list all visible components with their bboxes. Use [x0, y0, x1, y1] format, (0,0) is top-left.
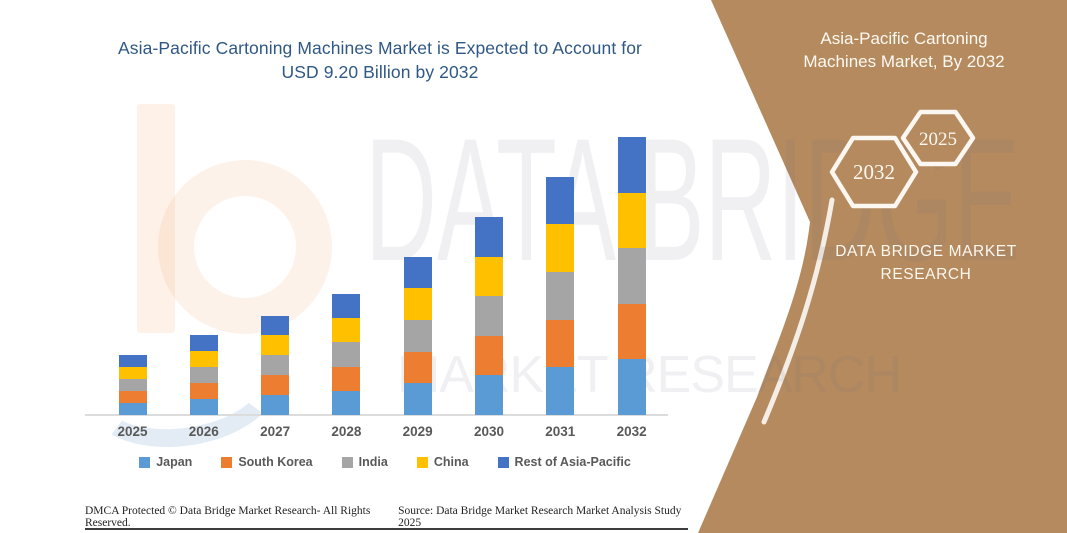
footer: DMCA Protected © Data Bridge Market Rese…: [85, 505, 688, 529]
bar-segment-japan-2027: [261, 395, 290, 415]
bar-segment-rest-of-asia-pacific-2025: [118, 354, 147, 367]
bar-segment-south-korea-2025: [118, 390, 147, 403]
bar-segment-japan-2032: [617, 359, 646, 415]
page-title-line1: Asia-Pacific Cartoning Machines Market i…: [118, 38, 642, 58]
legend-item-china: China: [416, 455, 469, 469]
legend-item-india: India: [341, 455, 388, 469]
bar-2025: [118, 354, 147, 415]
bar-segment-india-2032: [617, 248, 646, 304]
bar-segment-rest-of-asia-pacific-2026: [189, 335, 218, 351]
brand-text-line2: RESEARCH: [880, 266, 972, 284]
brand-text: DATA BRIDGE MARKET RESEARCH: [790, 240, 1062, 287]
side-panel-title: Asia-Pacific Cartoning Machines Market, …: [778, 28, 1030, 74]
bar-2027: [261, 315, 290, 415]
bar-segment-india-2027: [261, 355, 290, 376]
bar-segment-china-2030: [475, 256, 503, 297]
bar-segment-south-korea-2027: [261, 375, 290, 396]
legend-label: China: [433, 455, 469, 469]
footer-divider: [85, 528, 688, 530]
bar-segment-china-2029: [403, 288, 432, 320]
bar-2032: [617, 137, 646, 415]
x-axis-label-2025: 2025: [117, 424, 148, 439]
bar-segment-south-korea-2031: [546, 319, 575, 368]
legend-label: Japan: [156, 455, 193, 469]
legend-item-south-korea: South Korea: [221, 455, 313, 469]
legend-swatch: [416, 456, 428, 468]
bar-segment-india-2030: [475, 296, 503, 336]
x-axis-label-2030: 2030: [473, 424, 505, 439]
bar-segment-china-2027: [261, 335, 290, 356]
legend: Japan South Korea India China Rest of Asia-P…: [55, 455, 715, 469]
bar-2031: [546, 176, 575, 415]
bar-segment-india-2025: [118, 378, 147, 391]
side-panel-curve-line: [761, 197, 835, 425]
bar-segment-rest-of-asia-pacific-2032: [617, 137, 646, 193]
bar-segment-rest-of-asia-pacific-2031: [546, 176, 575, 225]
bar-segment-south-korea-2032: [617, 303, 646, 360]
bar-segment-japan-2029: [403, 383, 432, 415]
bar-segment-rest-of-asia-pacific-2027: [261, 315, 290, 336]
bar-segment-rest-of-asia-pacific-2030: [475, 217, 503, 257]
legend-swatch: [139, 456, 151, 468]
legend-label: South Korea: [238, 455, 313, 469]
legend-label: India: [358, 455, 388, 469]
x-axis-label-2032: 2032: [616, 424, 647, 439]
bar-segment-japan-2028: [332, 390, 361, 415]
x-axis-label-2026: 2026: [188, 424, 219, 439]
bar-2028: [332, 294, 361, 415]
x-axis-line: [85, 414, 668, 416]
bar-2026: [189, 335, 218, 415]
bar-segment-china-2031: [546, 224, 575, 272]
legend-label: Rest of Asia-Pacific: [514, 455, 631, 469]
footer-copyright-text: DMCA Protected © Data Bridge Market Rese…: [85, 505, 371, 529]
legend-item-japan: Japan: [139, 455, 192, 469]
bar-segment-china-2028: [332, 318, 361, 343]
bar-segment-china-2032: [617, 192, 646, 249]
bar-segment-india-2031: [546, 271, 575, 320]
bar-segment-china-2025: [118, 366, 147, 379]
legend-swatch: [341, 456, 353, 468]
bar-segment-rest-of-asia-pacific-2028: [332, 294, 361, 319]
bar-segment-south-korea-2029: [403, 351, 432, 384]
bar-segment-india-2028: [332, 342, 361, 367]
x-axis-label-2028: 2028: [331, 424, 362, 439]
bar-segment-japan-2026: [189, 399, 218, 415]
bar-segment-south-korea-2030: [475, 335, 503, 376]
bar-segment-japan-2031: [546, 367, 575, 415]
footer-source-text: Source: Data Bridge Market Research Mark…: [398, 505, 682, 529]
bar-segment-south-korea-2028: [332, 366, 361, 391]
bar-segment-china-2026: [189, 351, 218, 367]
bar-segment-india-2029: [403, 319, 432, 352]
brand-text-line1: DATA BRIDGE MARKET: [835, 243, 1017, 260]
bar-segment-japan-2025: [118, 402, 147, 415]
side-panel-title-line2: Machines Market, By 2032: [803, 51, 1005, 71]
side-panel-title-line1: Asia-Pacific Cartoning: [820, 29, 988, 48]
legend-item-rest-of-asia-pacific: Rest of Asia-Pacific: [497, 455, 631, 469]
x-axis-label-2031: 2031: [545, 424, 576, 439]
page-title: Asia-Pacific Cartoning Machines Market i…: [58, 36, 702, 84]
bar-segment-japan-2030: [475, 375, 503, 415]
bar-2030: [475, 217, 503, 415]
bar-2029: [403, 256, 432, 415]
x-axis-label-2027: 2027: [260, 424, 291, 439]
legend-swatch: [221, 456, 233, 468]
bar-segment-rest-of-asia-pacific-2029: [403, 256, 432, 289]
bar-segment-south-korea-2026: [189, 383, 218, 399]
bar-segment-india-2026: [189, 367, 218, 383]
legend-swatch: [497, 456, 509, 468]
page-title-line2: USD 9.20 Billion by 2032: [281, 62, 479, 83]
x-axis-label-2029: 2029: [402, 424, 433, 439]
